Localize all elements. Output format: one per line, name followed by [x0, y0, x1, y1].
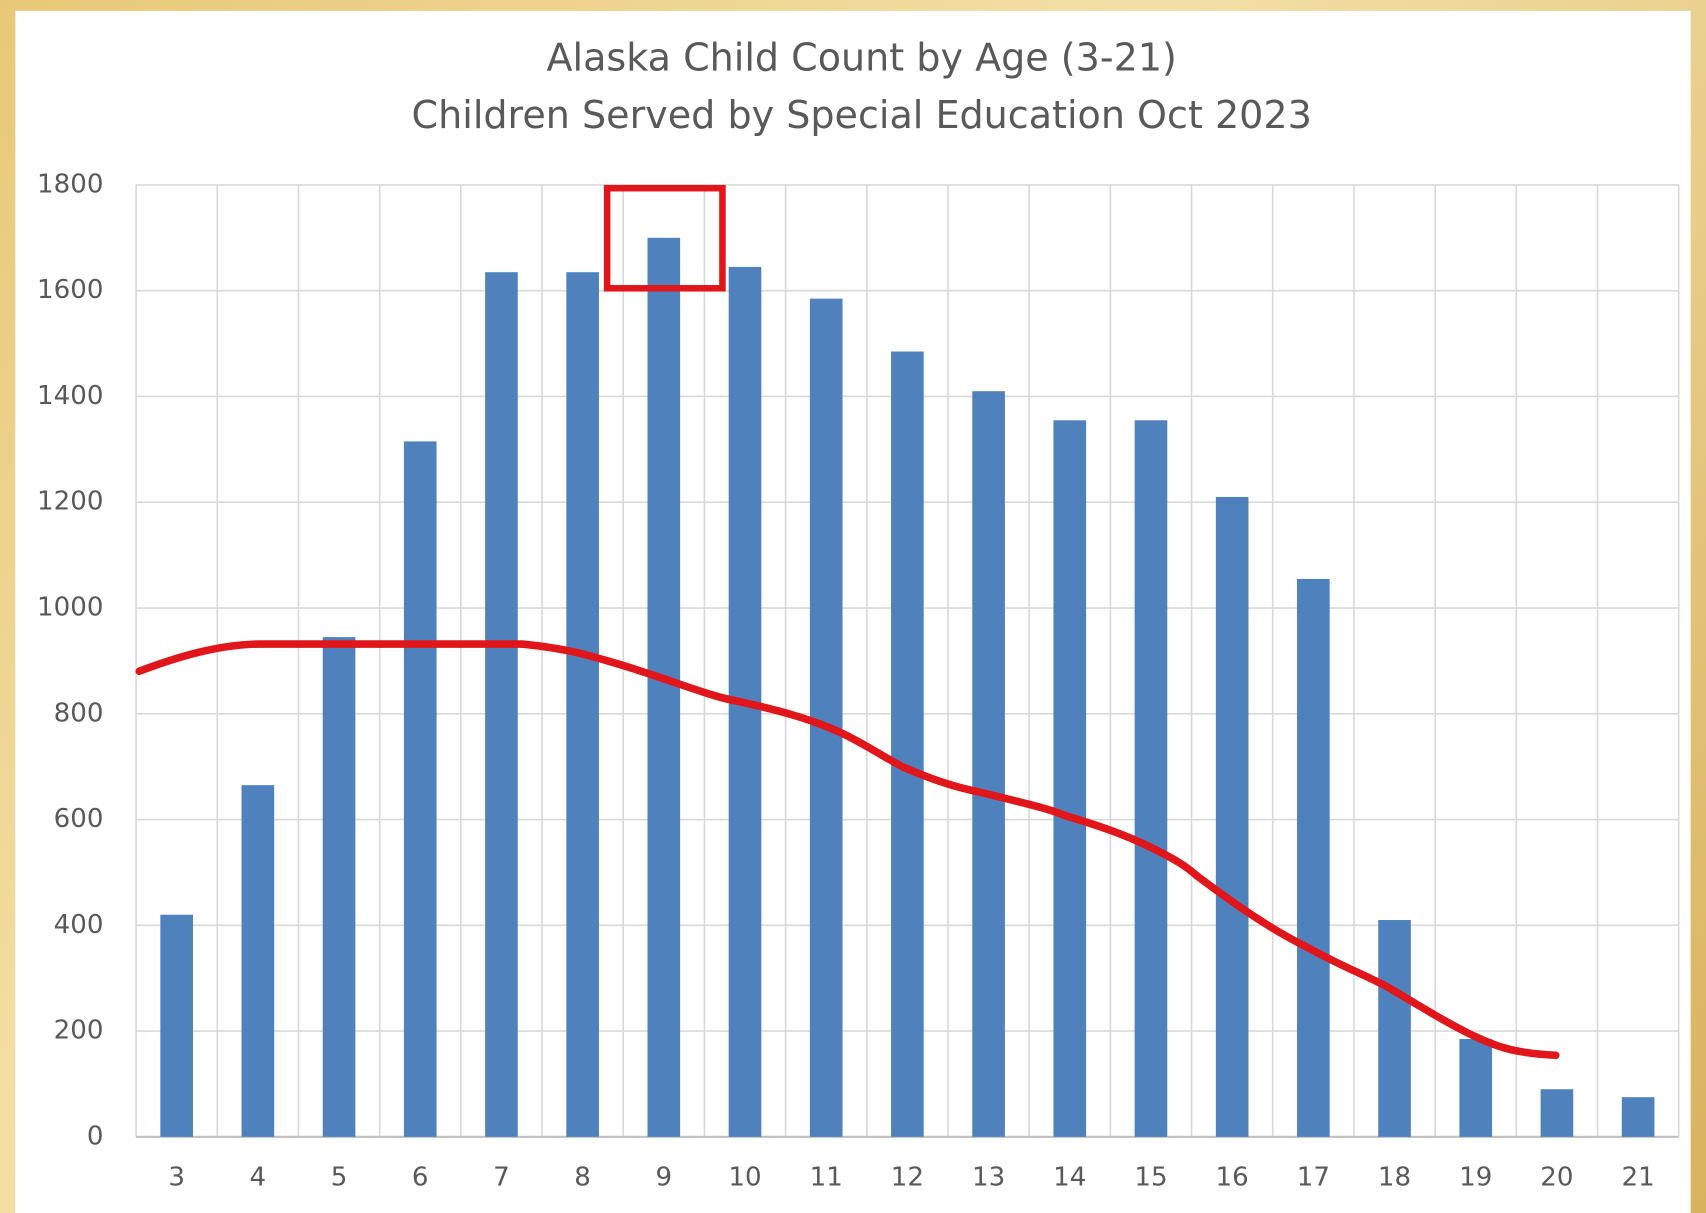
bar — [972, 391, 1005, 1137]
x-tick-label: 21 — [1622, 1163, 1655, 1193]
y-tick-label: 1200 — [37, 487, 103, 517]
bar — [485, 272, 518, 1137]
x-tick-label: 20 — [1540, 1163, 1573, 1193]
x-tick-label: 4 — [250, 1163, 267, 1193]
bar — [1540, 1089, 1574, 1137]
bar — [1297, 578, 1330, 1137]
x-tick-label: 8 — [574, 1163, 591, 1193]
x-tick-label: 10 — [728, 1163, 761, 1193]
x-tick-label: 18 — [1378, 1163, 1411, 1193]
annotation-box — [603, 184, 726, 292]
bar — [1378, 920, 1411, 1137]
x-tick-label: 6 — [412, 1163, 429, 1193]
y-tick-label: 400 — [54, 910, 104, 940]
x-tick-label: 12 — [891, 1163, 924, 1193]
bar — [891, 351, 924, 1137]
bar — [1134, 420, 1168, 1137]
bar — [1621, 1097, 1655, 1137]
chart-panel — [15, 10, 1691, 1213]
y-tick-label: 1000 — [37, 593, 103, 623]
x-tick-label: 5 — [331, 1163, 348, 1193]
bar — [403, 441, 437, 1137]
y-tick-label: 1800 — [37, 169, 103, 199]
x-tick-label: 15 — [1134, 1163, 1167, 1193]
bar — [322, 637, 356, 1137]
chart-subtitle: Children Served by Special Education Oct… — [412, 93, 1312, 137]
y-tick-label: 200 — [54, 1016, 104, 1046]
annotation-curve — [135, 640, 1560, 1060]
x-tick-label: 7 — [493, 1163, 510, 1193]
y-tick-label: 0 — [87, 1121, 104, 1151]
y-tick-label: 600 — [54, 804, 104, 834]
bar — [1459, 1039, 1493, 1137]
x-tick-label: 17 — [1297, 1163, 1330, 1193]
plot-area: 0 200 400 600 800 1000 1200 1400 1600 1800 3 4 5 6 7 8 9… — [37, 169, 1680, 1193]
bar — [566, 272, 599, 1137]
x-tick-label: 11 — [810, 1163, 843, 1193]
bar — [1053, 420, 1087, 1137]
bar — [1215, 496, 1249, 1137]
bar — [647, 237, 681, 1137]
x-tick-label: 19 — [1459, 1163, 1492, 1193]
bar — [160, 914, 193, 1137]
x-tick-label: 13 — [972, 1163, 1005, 1193]
x-tick-label: 9 — [656, 1163, 673, 1193]
bar — [809, 298, 843, 1137]
x-tick-label: 3 — [168, 1163, 185, 1193]
y-tick-label: 1600 — [37, 275, 103, 305]
x-tick-label: 16 — [1216, 1163, 1249, 1193]
bar — [241, 785, 275, 1137]
x-tick-label: 14 — [1053, 1163, 1086, 1193]
y-tick-label: 800 — [54, 698, 104, 728]
y-tick-label: 1400 — [37, 381, 103, 411]
chart-title: Alaska Child Count by Age (3-21) — [546, 35, 1176, 79]
